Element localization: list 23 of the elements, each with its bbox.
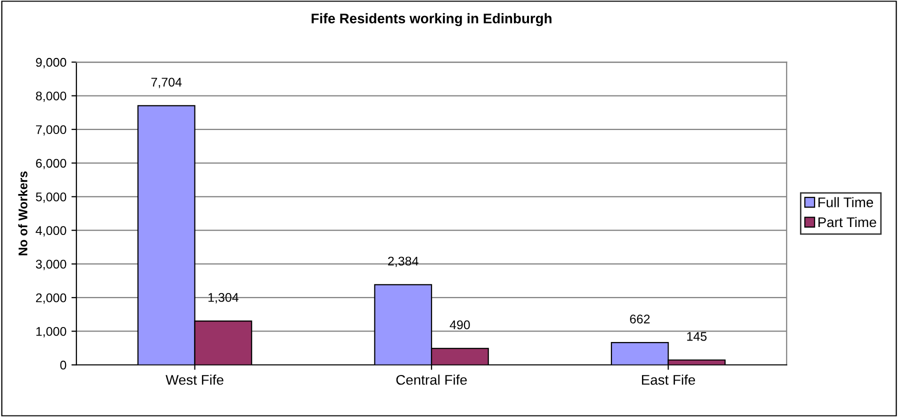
chart-title: Fife Residents working in Edinburgh xyxy=(312,13,552,26)
y-axis-title: No of Workers xyxy=(18,171,28,256)
data-label: 2,384 xyxy=(388,256,418,268)
data-label: 7,704 xyxy=(151,78,182,88)
legend-label: Part Time xyxy=(818,216,876,228)
data-label: 1,304 xyxy=(208,293,238,304)
legend-label: Full Time xyxy=(818,197,874,208)
y-tick-label: 7,000 xyxy=(36,125,66,136)
data-label: 490 xyxy=(450,320,470,330)
x-tick-label: East Fife xyxy=(642,374,696,385)
y-tick-label: 9,000 xyxy=(36,58,66,68)
data-label: 662 xyxy=(630,314,650,324)
y-tick-label: 2,000 xyxy=(36,293,66,304)
y-tick-label: 6,000 xyxy=(36,158,66,170)
y-tick-label: 0 xyxy=(60,360,66,370)
y-tick-label: 4,000 xyxy=(36,226,66,236)
y-tick-label: 5,000 xyxy=(36,192,66,203)
y-tick-label: 8,000 xyxy=(36,92,66,102)
x-tick-label: Central Fife xyxy=(396,374,467,385)
data-label: 145 xyxy=(687,332,707,341)
y-tick-label: 3,000 xyxy=(36,260,66,270)
y-tick-label: 1,000 xyxy=(36,327,66,338)
x-tick-label: West Fife xyxy=(166,374,224,385)
